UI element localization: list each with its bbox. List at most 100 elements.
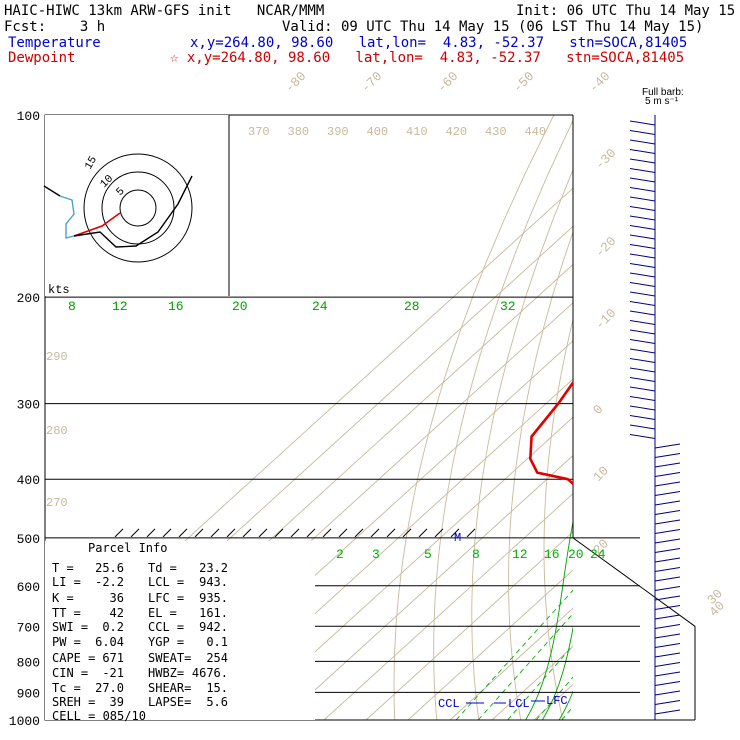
wind-barb	[629, 367, 656, 373]
hatch-mark	[338, 528, 348, 538]
theta-label: 410	[406, 125, 428, 139]
wind-barb	[629, 348, 656, 354]
pressure-tick-label: 1000	[9, 714, 40, 729]
dewpoint-legend-label: Dewpoint	[8, 50, 76, 66]
parcel-info-key: T =	[52, 561, 74, 575]
wind-barb	[629, 177, 656, 183]
parcel-info-value: -2.2	[95, 575, 124, 589]
parcel-info-key: SREH =	[52, 695, 95, 709]
wind-barb	[654, 662, 681, 667]
wind-barb	[654, 548, 681, 553]
dewpoint-profile	[528, 380, 573, 486]
moist-adiabat-line	[541, 625, 573, 720]
dry-adiabat-line	[471, 168, 573, 720]
parcel-info-value: 6.04	[95, 635, 124, 649]
wind-barb	[629, 377, 656, 382]
isotherm-label: -80	[282, 69, 309, 96]
parcel-info-key: Tc =	[52, 681, 81, 695]
parcel-info-background	[45, 540, 315, 720]
parcel-info-value: 943.	[199, 575, 228, 589]
wind-barb	[654, 519, 681, 525]
hatch-mark	[178, 528, 188, 538]
isotherm-line	[449, 607, 573, 720]
theta-label-left: 270	[46, 496, 68, 510]
hatch-mark	[130, 528, 140, 538]
isotherm-line	[281, 454, 573, 720]
wind-key-units: 5 m s⁻¹	[645, 96, 679, 107]
hatch-mark	[418, 528, 428, 538]
wind-barb	[654, 538, 681, 544]
parcel-info-value: 39	[110, 695, 124, 709]
parcel-info-value: 935.	[199, 591, 228, 605]
wind-barb	[629, 168, 656, 173]
wind-barb	[654, 605, 681, 610]
dry-adiabat-line	[611, 115, 684, 733]
theta-label: 430	[485, 125, 507, 139]
moist-adiabat-line	[618, 297, 740, 733]
parcel-info-value: 27.0	[95, 681, 124, 695]
wind-barb	[629, 225, 656, 230]
mixing-ratio-label: 20	[568, 547, 584, 562]
wind-barb	[629, 149, 656, 154]
isotherm-label: -60	[434, 69, 461, 96]
hatch-mark	[450, 528, 460, 538]
parcel-info-key: CELL = 085/10	[52, 709, 146, 723]
parcel-info-key: HWBZ=	[148, 666, 184, 680]
wind-barb	[654, 567, 681, 572]
wind-barb	[654, 624, 681, 629]
pressure-tick-label: 100	[17, 109, 40, 124]
wind-barb	[654, 557, 681, 563]
isotherm-line	[533, 683, 573, 720]
hodograph-upper	[43, 185, 61, 197]
wind-barb	[654, 652, 681, 658]
parcel-info-value: 36	[110, 591, 124, 605]
parcel-info-key: CIN =	[52, 666, 88, 680]
dry-adiabat-line	[675, 115, 737, 733]
isotherm-line	[365, 531, 573, 720]
moist-adiabat-line	[568, 297, 707, 733]
hatch-mark	[370, 528, 380, 538]
wind-barb	[629, 339, 656, 344]
mixing-ratio-line	[477, 613, 573, 720]
theta-label: 370	[248, 125, 270, 139]
dry-adiabat-line	[508, 230, 573, 720]
wind-barb	[654, 614, 681, 620]
wind-barb	[654, 481, 681, 487]
parcel-info-key: LFC =	[148, 591, 184, 605]
parcel-info-key: SHEAR=	[148, 681, 191, 695]
dry-adiabat-line	[734, 115, 740, 733]
plot-frame-slant	[572, 537, 696, 627]
dry-adiabat-line	[393, 115, 555, 720]
profiles	[528, 380, 573, 486]
hatch-mark	[210, 528, 220, 538]
parcel-info-key: SWEAT=	[148, 651, 191, 665]
parcel-info-key: Td =	[148, 561, 177, 575]
parcel-info-value: 25.6	[95, 561, 124, 575]
wind-barb	[629, 405, 656, 411]
wind-barb	[654, 529, 681, 534]
moist-adiabat-label: 12	[112, 299, 128, 314]
parcel-info-value: -21	[102, 666, 124, 680]
mixed-layer-label: M	[454, 531, 461, 545]
dry-adiabat-line	[433, 119, 573, 720]
parcel-info-key: TT =	[52, 606, 81, 620]
hodograph-low-level	[73, 212, 121, 237]
wind-barb	[629, 415, 656, 420]
parcel-info-key: CCL =	[148, 620, 184, 634]
hatch-mark	[146, 528, 156, 538]
theta-label: 390	[327, 125, 349, 139]
moist-adiabat-label: 16	[168, 299, 184, 314]
isotherm-label: 0	[590, 402, 606, 418]
parcel-info-title: Parcel Info	[88, 541, 167, 555]
wind-barb	[629, 358, 656, 363]
wind-barb	[629, 215, 656, 221]
hodograph-mid-level	[59, 195, 75, 239]
moist-adiabat-line	[635, 297, 740, 733]
isotherm-label: -50	[510, 69, 537, 96]
wind-barb	[654, 491, 681, 496]
moist-adiabat-line	[558, 690, 573, 720]
hatch-mark	[242, 528, 252, 538]
parcel-info-value: 5.6	[206, 695, 228, 709]
